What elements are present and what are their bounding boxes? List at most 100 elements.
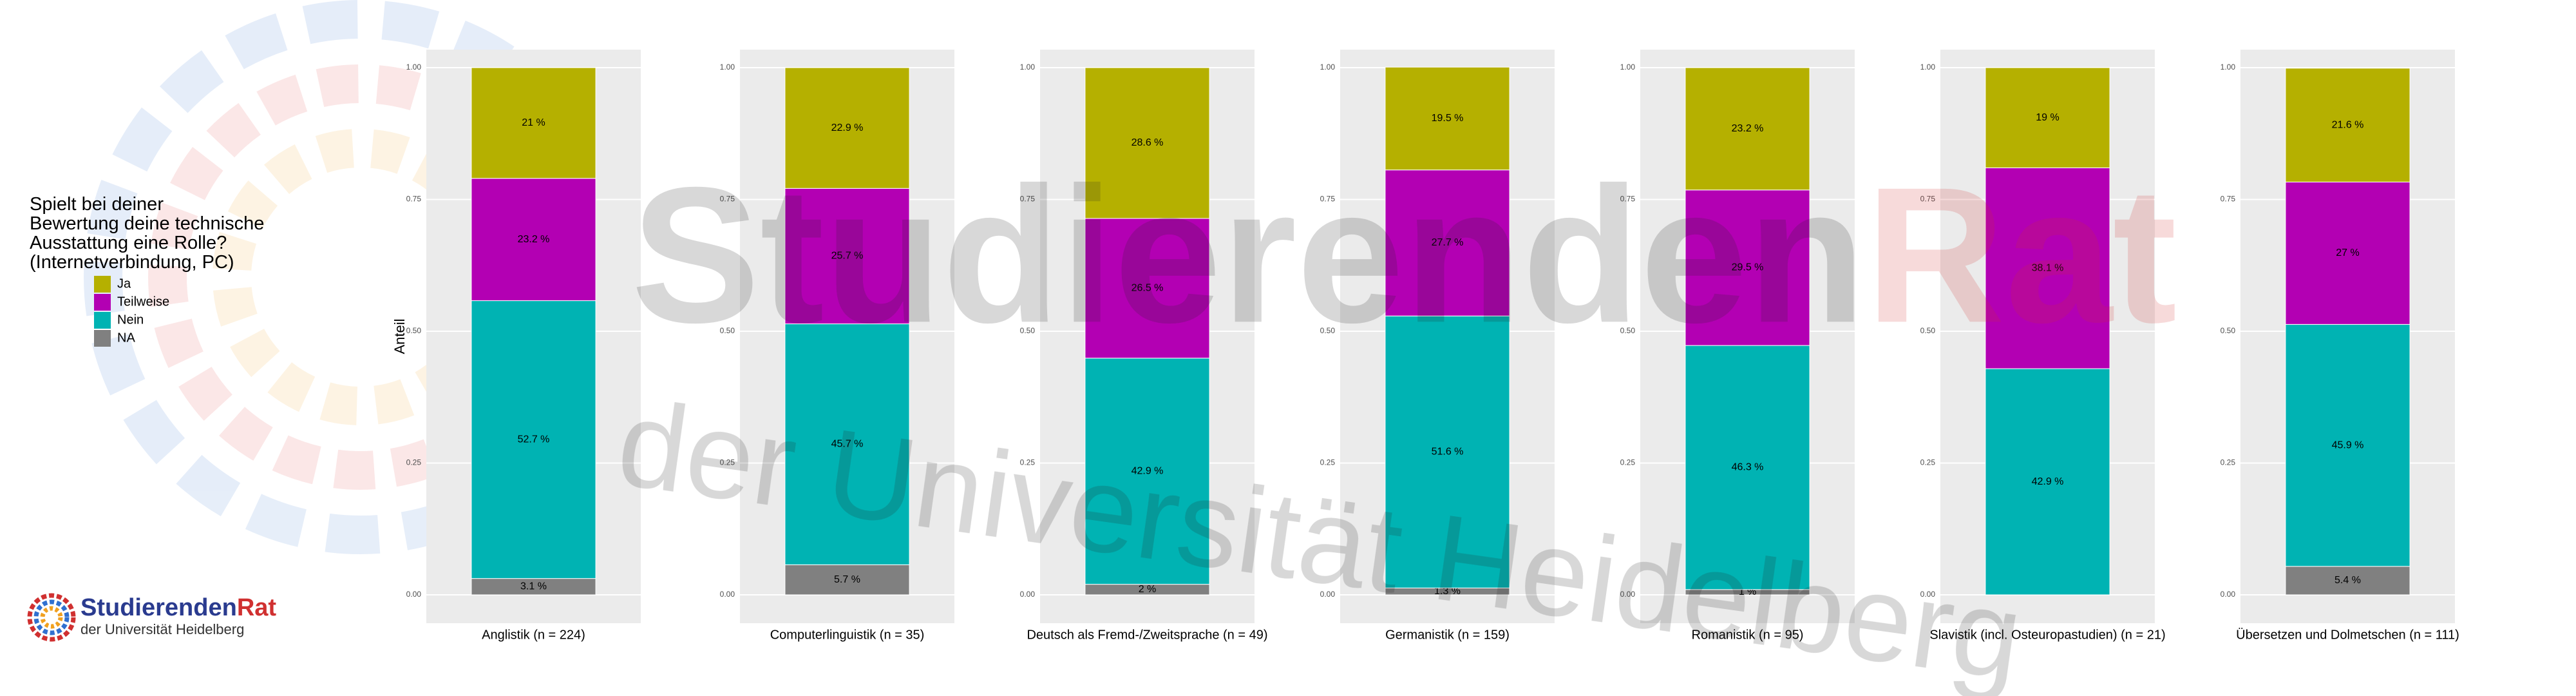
y-tick-label: 0.75 [1020,195,1036,204]
logo-subtitle: der Universität Heidelberg [80,621,244,637]
bar-segment [2285,68,2410,183]
y-tick-label: 0.00 [720,590,735,599]
value-label: 27.7 % [1432,237,1464,248]
bar-segment [471,178,596,302]
value-label: 21.6 % [2332,119,2364,130]
value-label: 42.9 % [1132,465,1164,476]
legend-title: Spielt bei deiner Bewertung deine technis… [30,194,264,273]
bar-segment [1084,358,1210,585]
bar-segment [1985,167,2110,369]
bar-segment [1385,315,1510,588]
logo-text: Studierenden [80,594,237,621]
bar-segment [1385,169,1510,316]
value-label: 23.2 % [518,234,550,245]
value-label: 3.1 % [520,581,547,592]
bar-segment [471,300,596,579]
value-label: 27 % [2336,247,2359,258]
x-tick-label: Übersetzen und Dolmetschen (n = 111) [2236,628,2459,642]
y-tick-label: 0.50 [1320,326,1336,335]
y-tick-label: 0.50 [406,326,422,335]
y-tick-label: 0.50 [1920,326,1936,335]
value-label: 38.1 % [2032,262,2064,273]
legend-label: NA [117,331,135,345]
watermark-accent: Rat [1866,146,2177,363]
bar-segment [1685,189,1810,346]
x-tick-label: Romanistik (n = 95) [1692,628,1804,642]
logo-arcs [27,593,76,642]
y-tick-label: 0.00 [1620,590,1636,599]
y-tick-label: 0.25 [1020,458,1036,467]
y-tick-label: 0.00 [2221,590,2236,599]
bar-segment [784,67,910,189]
value-label: 46.3 % [1732,462,1764,473]
bar-segment [784,564,910,595]
watermark-text: Studierenden [631,146,1866,363]
y-tick-label: 0.75 [1920,195,1936,204]
bar-segment [1385,66,1510,171]
y-tick-label: 0.50 [2221,326,2236,335]
x-tick-label: Deutsch als Fremd-/Zweitsprache (n = 49) [1027,628,1267,642]
y-tick-label: 0.00 [1020,590,1036,599]
y-tick-label: 0.50 [1020,326,1036,335]
y-tick-label: 1.00 [720,63,735,72]
value-label: 29.5 % [1732,262,1764,273]
x-tick-label: Anglistik (n = 224) [482,628,585,642]
y-tick-label: 1.00 [2221,63,2236,72]
value-label: 22.9 % [831,122,864,133]
y-tick-label: 0.25 [1320,458,1336,467]
x-tick-label: Germanistik (n = 159) [1385,628,1510,642]
y-tick-label: 0.25 [1620,458,1636,467]
value-label: 45.7 % [831,439,864,450]
value-label: 21 % [522,117,545,128]
bar-segment [1685,67,1810,191]
logo-accent: Rat [237,594,277,621]
value-label: 42.9 % [2032,476,2064,487]
bar-segment [2285,324,2410,567]
x-tick-label: Slavistik (incl. Osteuropastudien) (n = … [1929,628,2165,642]
bar-segment [1985,67,2110,168]
legend-key [94,294,111,311]
legend-label: Ja [117,276,131,291]
value-label: 25.7 % [831,251,864,262]
y-tick-label: 0.00 [406,590,422,599]
y-tick-label: 0.50 [1620,326,1636,335]
bar-segment [1084,218,1210,359]
bar-segment [784,324,910,565]
bar-segment [471,67,596,179]
value-label: 52.7 % [518,434,550,445]
y-tick-label: 0.75 [1620,195,1636,204]
legend-label: Teilweise [117,295,169,309]
y-tick-label: 1.00 [406,63,422,72]
bar-segment [471,578,596,595]
y-tick-label: 1.00 [1320,63,1336,72]
y-tick-label: 0.75 [720,195,735,204]
y-tick-label: 0.25 [406,458,422,467]
bar-segment [784,188,910,325]
y-tick-label: 0.75 [1320,195,1336,204]
y-tick-label: 1.00 [1020,63,1036,72]
legend-label: Nein [117,313,144,327]
value-label: 45.9 % [2332,440,2364,450]
bar-segment [1985,368,2110,595]
y-tick-label: 0.25 [720,458,735,467]
legend-key [94,312,111,329]
value-label: 19 % [2036,112,2059,123]
value-label: 23.2 % [1732,123,1764,134]
bar-segment [1084,67,1210,219]
value-label: 51.6 % [1432,447,1464,458]
y-tick-label: 0.75 [406,195,422,204]
y-tick-label: 1.00 [1620,63,1636,72]
x-tick-label: Computerlinguistik (n = 35) [770,628,925,642]
y-tick-label: 0.00 [1920,590,1936,599]
y-tick-label: 0.75 [2221,195,2236,204]
legend-key [94,330,111,347]
y-axis-label: Anteil [392,318,408,354]
legend-key [94,276,111,293]
value-label: 5.4 % [2334,575,2361,586]
y-tick-label: 0.25 [1920,458,1936,467]
y-tick-label: 1.00 [1920,63,1936,72]
value-label: 2 % [1139,584,1157,595]
value-label: 19.5 % [1432,113,1464,124]
